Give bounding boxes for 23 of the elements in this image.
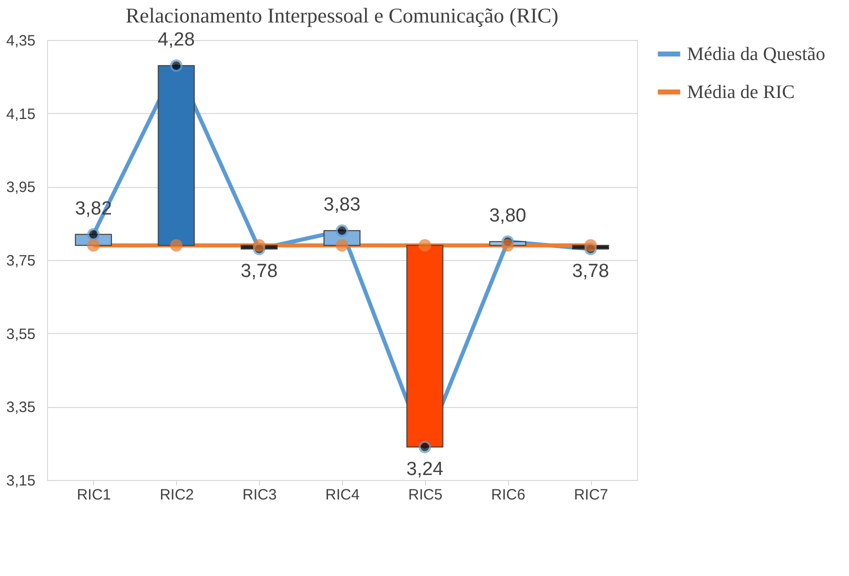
data-label: 3,24 bbox=[406, 459, 444, 480]
y-tick-label: 4,15 bbox=[6, 106, 36, 123]
x-tick-label: RIC4 bbox=[325, 486, 360, 504]
y-tick-label: 3,55 bbox=[6, 326, 36, 343]
data-label: 4,28 bbox=[158, 30, 195, 51]
y-tick-label: 3,15 bbox=[6, 472, 36, 490]
x-tick-label: RIC6 bbox=[491, 486, 526, 504]
y-tick-label: 3,35 bbox=[6, 399, 36, 416]
x-tick-label: RIC5 bbox=[408, 486, 442, 504]
chart-title: Relacionamento Interpessoal e Comunicação (RIC) bbox=[126, 4, 558, 28]
data-label: 3,80 bbox=[489, 206, 526, 227]
legend-label: Média da Questão bbox=[687, 44, 826, 65]
x-tick-label: RIC2 bbox=[160, 486, 194, 504]
x-tick-label: RIC3 bbox=[242, 486, 277, 504]
data-label: 3,83 bbox=[324, 194, 360, 216]
data-label: 3,78 bbox=[572, 261, 610, 282]
x-tick-label: RIC7 bbox=[574, 486, 608, 504]
data-label: 3,78 bbox=[240, 261, 278, 282]
y-tick-label: 3,95 bbox=[6, 179, 36, 196]
y-tick-label: 4,35 bbox=[6, 32, 36, 50]
x-tick-label: RIC1 bbox=[76, 486, 112, 504]
y-tick-label: 3,75 bbox=[6, 252, 36, 270]
legend-label: Média de RIC bbox=[687, 82, 795, 103]
